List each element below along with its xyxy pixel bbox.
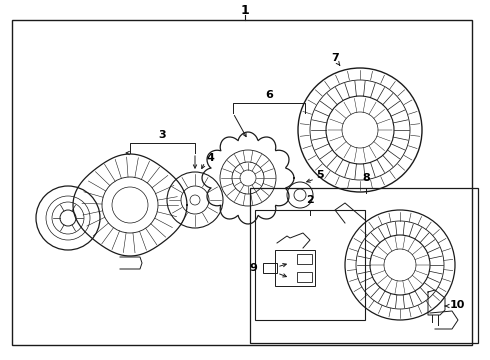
Bar xyxy=(297,272,312,282)
Text: 9: 9 xyxy=(249,263,257,273)
Text: 5: 5 xyxy=(316,170,324,180)
Bar xyxy=(250,188,478,343)
Text: 4: 4 xyxy=(206,153,214,163)
Bar xyxy=(255,210,365,320)
Bar xyxy=(275,250,315,286)
Text: 3: 3 xyxy=(159,130,166,140)
Text: 10: 10 xyxy=(450,300,465,310)
Text: 7: 7 xyxy=(331,53,339,63)
Text: 1: 1 xyxy=(241,4,249,17)
Text: 8: 8 xyxy=(362,173,370,183)
Text: 6: 6 xyxy=(265,90,273,100)
Bar xyxy=(263,263,277,273)
Text: 2: 2 xyxy=(306,195,314,205)
Bar xyxy=(297,254,312,264)
